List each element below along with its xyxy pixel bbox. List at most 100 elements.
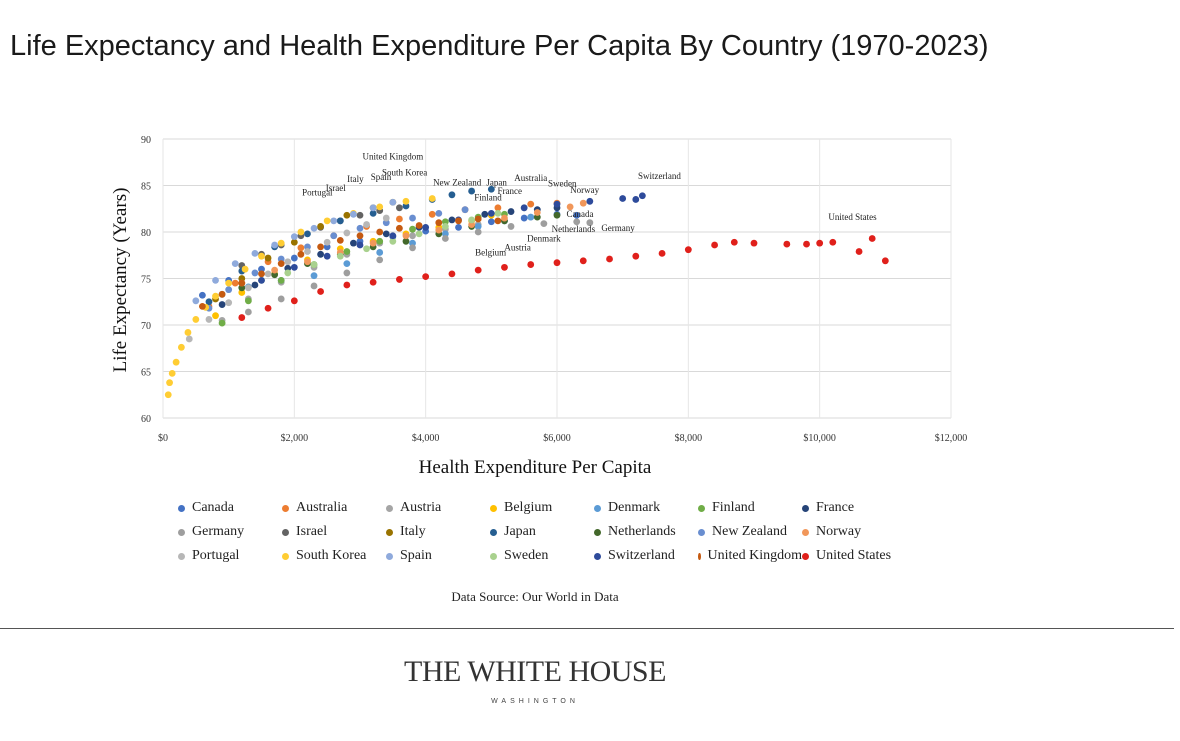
- data-point-netherlands: [271, 271, 279, 279]
- legend-label: Austria: [400, 500, 442, 515]
- data-point-finland: [376, 237, 384, 245]
- data-point-germany: [441, 235, 449, 242]
- data-point-united-states: [816, 239, 824, 247]
- data-point-united-states: [553, 259, 561, 267]
- data-point-finland: [343, 248, 351, 255]
- data-point-australia: [231, 279, 239, 287]
- data-point-finland: [277, 276, 285, 284]
- legend-item: Australia: [282, 500, 386, 516]
- legend-item: Belgium: [490, 500, 594, 516]
- data-point-new-zealand: [409, 214, 416, 222]
- data-point-finland: [409, 225, 416, 233]
- data-point-new-zealand: [330, 232, 338, 240]
- legend-swatch: [386, 528, 393, 536]
- data-point-germany: [409, 244, 416, 252]
- country-annotation: Israel: [326, 183, 346, 193]
- data-point-denmark: [474, 223, 482, 230]
- data-point-spain: [330, 217, 338, 225]
- data-point-united-kingdom: [376, 228, 384, 236]
- data-point-south-korea: [184, 329, 192, 336]
- data-point-south-korea: [297, 228, 305, 236]
- data-point-netherlands: [553, 211, 561, 219]
- data-point-united-kingdom: [277, 260, 285, 268]
- legend-item: New Zealand: [698, 524, 802, 540]
- page-title: Life Expectancy and Health Expenditure P…: [10, 30, 989, 62]
- chart-points: [164, 185, 889, 399]
- data-point-south-korea: [164, 391, 172, 399]
- data-point-japan: [369, 210, 377, 217]
- y-axis-title: Life Expectancy (Years): [110, 188, 131, 373]
- data-point-austria: [409, 232, 416, 240]
- data-point-france: [382, 230, 390, 238]
- data-point-sweden: [441, 223, 449, 230]
- x-tick-label: $10,000: [803, 433, 836, 444]
- data-point-sweden: [336, 252, 344, 260]
- legend-swatch: [594, 552, 601, 560]
- data-point-france: [284, 264, 292, 272]
- data-point-united-kingdom: [494, 217, 502, 225]
- data-point-germany: [343, 269, 351, 277]
- legend-swatch: [490, 528, 497, 536]
- data-point-italy: [238, 275, 246, 282]
- data-point-portugal: [343, 229, 351, 237]
- data-point-switzerland: [258, 276, 265, 284]
- data-point-south-korea: [172, 358, 180, 366]
- country-annotation: Australia: [514, 173, 547, 183]
- data-point-united-kingdom: [435, 219, 443, 227]
- country-annotation: Germany: [601, 223, 635, 233]
- data-point-australia: [428, 210, 436, 218]
- data-point-denmark: [343, 260, 351, 268]
- data-point-portugal: [244, 284, 252, 292]
- data-source-note: Data Source: Our World in Data: [451, 589, 619, 604]
- legend-label: Italy: [400, 524, 426, 539]
- legend-swatch: [698, 504, 705, 512]
- data-point-switzerland: [323, 252, 331, 260]
- data-point-new-zealand: [356, 224, 364, 232]
- data-point-france: [350, 239, 357, 247]
- data-point-spain: [350, 210, 357, 218]
- legend-item: Canada: [178, 500, 282, 516]
- data-point-finland: [244, 297, 252, 305]
- legend-label: New Zealand: [712, 524, 788, 539]
- white-house-subtitle: WASHINGTON: [491, 698, 579, 705]
- data-point-denmark: [376, 249, 384, 256]
- data-point-belgium: [238, 289, 246, 296]
- data-point-norway: [271, 266, 279, 274]
- legend-item: Denmark: [594, 500, 698, 516]
- legend-label: United Kingdom: [707, 548, 803, 563]
- data-point-portugal: [382, 214, 390, 222]
- data-point-germany: [540, 220, 548, 228]
- data-point-australia: [396, 215, 403, 223]
- legend-item: France: [802, 500, 906, 516]
- chart-annotations: United Kingdom South Korea Italy Spain Israe…: [302, 151, 877, 257]
- scatter-chart: 60 65 70 75 80 85 90 $0 $2,000 $4,000 $6,000 $8,000…: [110, 135, 967, 478]
- data-point-sweden: [468, 216, 476, 224]
- data-point-united-states: [855, 248, 863, 255]
- data-point-switzerland: [356, 241, 364, 249]
- country-annotation: New Zealand: [433, 178, 482, 188]
- data-point-united-states: [881, 257, 889, 265]
- legend-label: Japan: [504, 524, 536, 539]
- data-point-norway: [468, 221, 476, 228]
- data-point-united-kingdom: [238, 279, 246, 287]
- data-point-new-zealand: [304, 243, 311, 251]
- data-point-norway: [304, 258, 311, 266]
- data-point-norway: [369, 239, 377, 247]
- data-point-canada: [573, 211, 581, 219]
- legend-item: Norway: [802, 524, 906, 540]
- country-annotation: South Korea: [382, 167, 427, 177]
- data-point-south-korea: [376, 203, 384, 211]
- x-tick-label: $6,000: [543, 433, 571, 444]
- chart-ticks: 60 65 70 75 80 85 90 $0 $2,000 $4,000 $6,000 $8,000…: [141, 135, 967, 444]
- data-point-germany: [573, 218, 581, 226]
- data-point-united-kingdom: [199, 303, 206, 310]
- country-annotation: Netherlands: [552, 224, 596, 234]
- data-point-norway: [533, 209, 541, 216]
- country-annotation: United States: [828, 212, 877, 222]
- data-point-germany: [586, 219, 594, 227]
- data-point-spain: [310, 224, 318, 232]
- x-axis-title: Health Expenditure Per Capita: [419, 457, 652, 478]
- x-tick-label: $4,000: [412, 433, 440, 444]
- data-point-germany: [507, 223, 515, 230]
- data-point-united-states: [684, 246, 692, 254]
